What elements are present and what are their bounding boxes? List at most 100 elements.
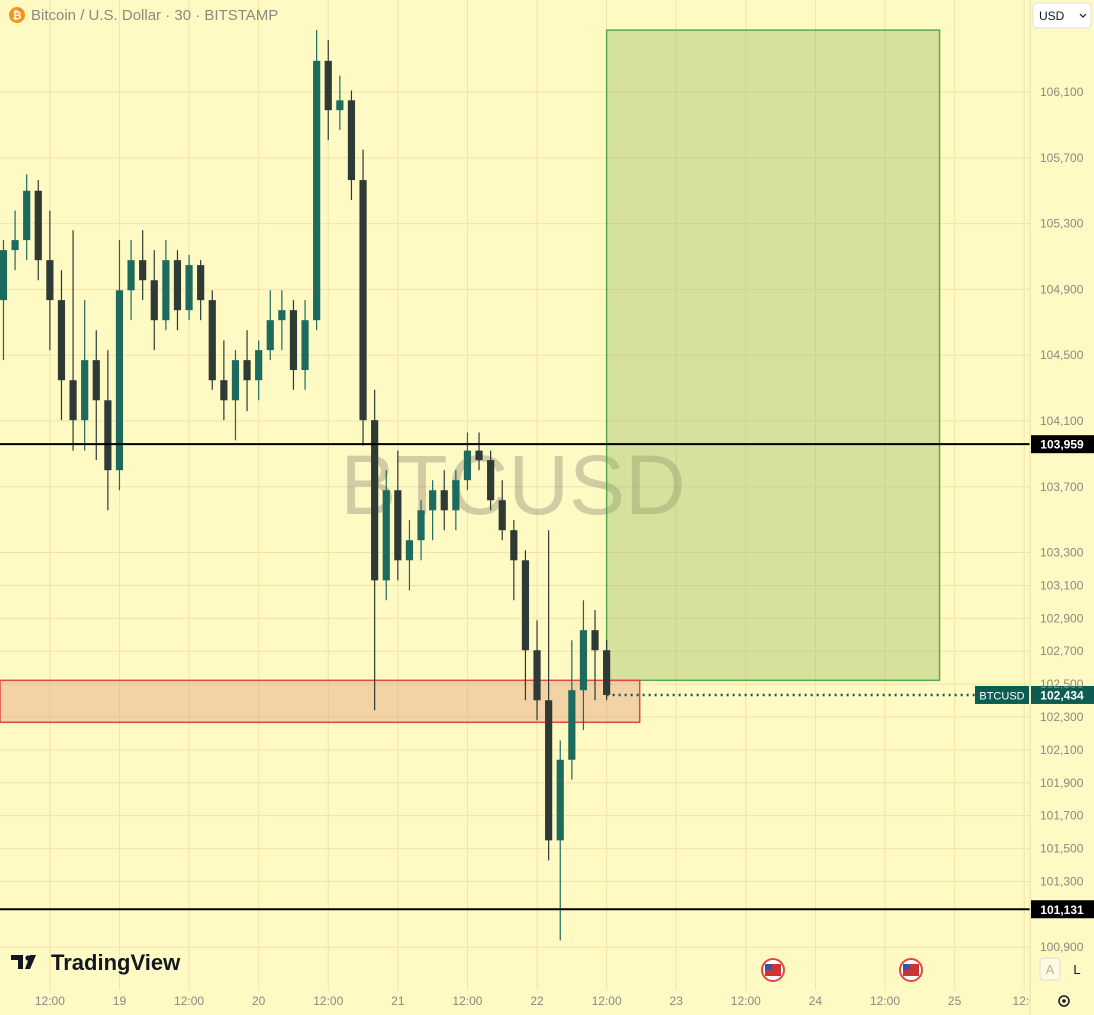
candle-body: [81, 360, 89, 421]
candle-body: [359, 180, 367, 421]
candle-body: [405, 540, 414, 561]
y-tick-label: 104,100: [1040, 414, 1084, 428]
candle-body: [487, 460, 495, 501]
y-tick-label: 105,300: [1040, 217, 1084, 231]
x-tick-label: 19: [113, 994, 127, 1008]
x-tick-label: 23: [670, 994, 684, 1008]
candle-body: [289, 310, 298, 371]
candle-body: [579, 630, 588, 691]
price-tag: [1031, 435, 1094, 454]
candle-body: [23, 190, 31, 241]
candle-body: [603, 650, 611, 695]
y-tick-label: 103,700: [1040, 480, 1084, 494]
brand-logo-dot: [25, 955, 31, 961]
candle-body: [301, 320, 309, 371]
candle-body: [452, 480, 460, 511]
y-tick-label: 106,100: [1040, 85, 1084, 99]
candle-body: [69, 380, 77, 421]
chart-title: Bitcoin / U.S. Dollar · 30 · BITSTAMP: [31, 7, 278, 24]
candle-body: [185, 265, 193, 311]
y-tick-label: 101,300: [1040, 874, 1084, 888]
candle-body: [545, 700, 553, 841]
currency-select[interactable]: [1032, 2, 1092, 29]
y-tick-label: 101,500: [1040, 842, 1084, 856]
y-tick-label: 101,700: [1040, 809, 1084, 823]
candle-body: [591, 630, 599, 651]
brand-name: TradingView: [51, 950, 181, 975]
candle-body: [11, 240, 19, 251]
candle-body: [382, 490, 390, 581]
candle-body: [104, 400, 112, 471]
settings-icon[interactable]: [1058, 995, 1070, 1007]
candle-body: [243, 360, 251, 381]
candle-body: [440, 490, 448, 511]
candle-body: [463, 450, 472, 481]
x-tick-label: 12:00: [35, 994, 65, 1008]
candle-body: [197, 265, 205, 301]
candle-body: [556, 759, 564, 841]
price-tag-label: 101,131: [1040, 903, 1084, 917]
y-tick-label: 100,900: [1040, 940, 1084, 954]
candle-body: [417, 510, 425, 541]
y-tick-label: 102,700: [1040, 644, 1084, 658]
x-tick-label: 24: [809, 994, 823, 1008]
price-tag: [1031, 900, 1094, 919]
y-tick-label: 102,500: [1040, 677, 1084, 691]
symbol-tag: [975, 685, 1029, 704]
x-tick-label: 12:00: [592, 994, 622, 1008]
candle-body: [394, 490, 402, 561]
scale-button-label: A: [1046, 962, 1055, 977]
candle-body: [313, 60, 321, 321]
candle-body: [220, 380, 228, 401]
price-tag-label: 102,434: [1040, 688, 1084, 702]
x-tick-label: 12:00: [731, 994, 761, 1008]
candle-body: [347, 100, 356, 181]
candle-body: [139, 260, 147, 281]
scale-button-label[interactable]: L: [1073, 962, 1080, 977]
x-tick-label: 20: [252, 994, 266, 1008]
candle-body: [510, 530, 518, 561]
candle-body: [568, 690, 576, 760]
event-icon[interactable]: [761, 958, 785, 982]
candle-body: [115, 290, 124, 471]
y-tick-label: 104,500: [1040, 348, 1084, 362]
candle-body: [173, 260, 182, 311]
y-tick-label: 103,100: [1040, 578, 1084, 592]
candle-body: [278, 310, 286, 321]
y-tick-label: 102,100: [1040, 743, 1084, 757]
y-tick-label: 105,700: [1040, 151, 1084, 165]
candle-body: [475, 450, 483, 461]
candle-body: [324, 60, 332, 111]
x-tick-label: 12:00: [174, 994, 204, 1008]
y-tick-label: 103,300: [1040, 546, 1084, 560]
y-tick-label: 101,900: [1040, 776, 1084, 790]
candle-body: [127, 260, 135, 291]
currency-label: USD: [1039, 9, 1065, 23]
candle-body: [266, 320, 274, 351]
event-icon[interactable]: [899, 958, 923, 982]
candle-body: [429, 490, 437, 511]
zone-target: [605, 29, 941, 682]
candle-body: [255, 350, 263, 381]
symbol-tag-label: BTCUSD: [979, 690, 1024, 702]
dropdown-caret: [1079, 13, 1087, 18]
candle-body: [150, 280, 158, 321]
x-tick-label: 12:00: [313, 994, 343, 1008]
candle-body: [0, 250, 8, 301]
candle-body: [162, 260, 170, 321]
x-tick-label: 12:00: [452, 994, 482, 1008]
candle-body: [208, 300, 216, 381]
price-tag: [1031, 685, 1094, 704]
candle-body: [46, 260, 54, 301]
candle-body: [34, 190, 42, 261]
y-tick-label: 102,300: [1040, 710, 1084, 724]
candle-body: [336, 100, 344, 111]
candle-body: [498, 500, 506, 531]
coin-symbol: ₿: [13, 10, 22, 22]
scale-button[interactable]: [1039, 957, 1061, 981]
x-tick-label: 12:0: [1013, 994, 1037, 1008]
event-flag-canton: [765, 964, 772, 970]
